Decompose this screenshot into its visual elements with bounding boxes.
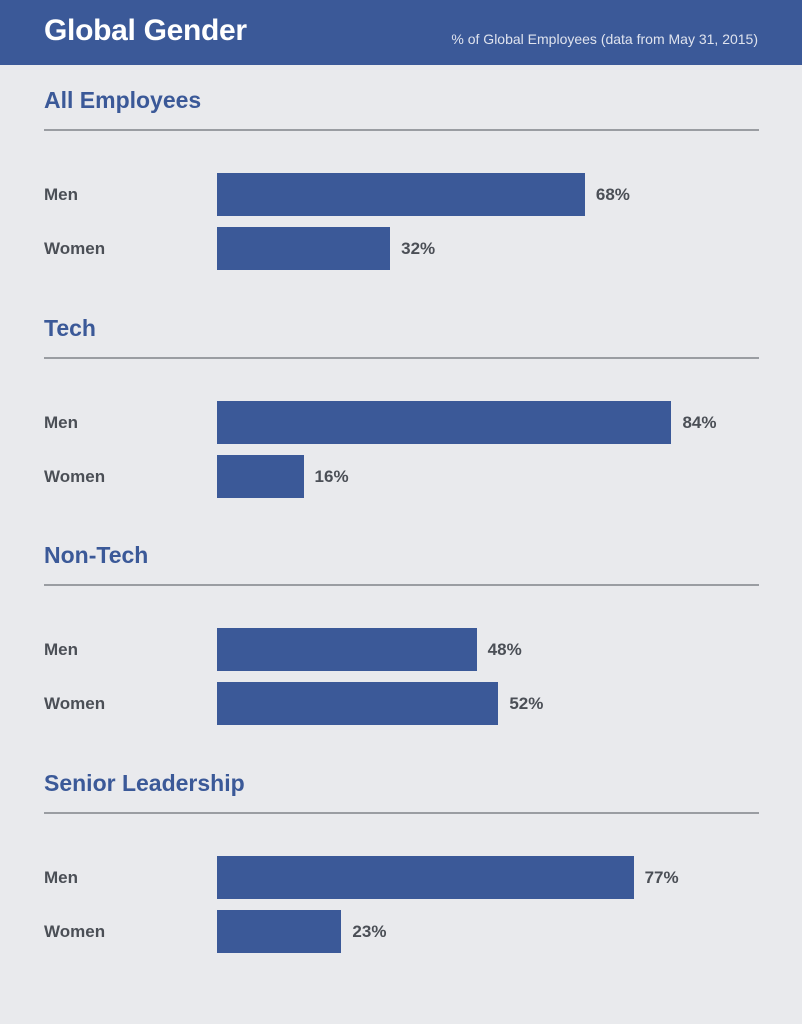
category-label: Men [44,640,78,659]
bar-men [217,173,585,216]
data-label: 68% [595,185,630,204]
data-label: 23% [352,921,387,941]
section-title: Non-Tech [44,542,149,568]
bar-women [217,227,391,270]
data-label: 77% [644,867,679,887]
bar-row-men: Men 48% [0,628,802,672]
bar-row-women: Women 52% [0,682,802,726]
bar-row-men: Men 68% [0,173,802,217]
category-label: Women [44,694,106,713]
chart-subtitle: % of Global Employees (data from May 31,… [451,31,758,47]
bar-men [217,628,477,671]
section-title: Tech [44,314,96,341]
section-senior-leadership: Senior Leadership Men 77% Women 23% [0,748,802,975]
section-title: All Employees [44,87,202,113]
bar-row-men: Men 77% [0,855,802,900]
section-tech: Tech Men 84% Women 16% [0,293,802,520]
bar-men [217,400,672,444]
category-label: Women [44,466,106,486]
bar-row-men: Men 84% [0,400,802,445]
bar-women [217,909,342,953]
section-title: Senior Leadership [44,769,245,796]
data-label: 84% [682,412,717,432]
divider [44,584,759,586]
data-label: 16% [314,466,349,486]
category-label: Men [44,185,78,204]
category-label: Men [44,412,78,432]
header: Global Gender % of Global Employees (dat… [0,0,802,65]
bar-women [217,682,499,725]
data-label: 32% [401,239,436,258]
bar-row-women: Women 16% [0,454,802,499]
section-all-employees: All Employees Men 68% Women 32% [0,65,802,292]
divider [44,356,759,359]
bar-women [217,454,304,498]
divider [44,811,759,814]
category-label: Women [44,921,106,941]
data-label: 48% [487,640,522,659]
data-label: 52% [509,694,544,713]
bar-men [217,855,634,899]
category-label: Men [44,867,78,887]
bar-row-women: Women 23% [0,909,802,954]
divider [44,129,759,131]
chart-title: Global Gender [44,14,247,47]
bar-row-women: Women 32% [0,227,802,271]
section-non-tech: Non-Tech Men 48% Women 52% [0,520,802,747]
category-label: Women [44,239,106,258]
